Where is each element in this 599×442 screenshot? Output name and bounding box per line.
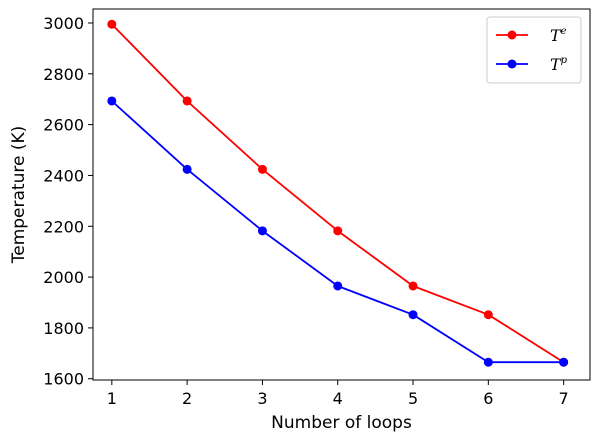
data-point-te: [107, 19, 117, 29]
series-layer: [107, 19, 569, 367]
data-point-te: [182, 96, 192, 106]
legend-item-tp: Tp: [496, 55, 568, 74]
data-point-tp: [333, 281, 343, 291]
data-point-te: [408, 281, 418, 291]
data-point-tp: [483, 357, 493, 367]
legend-item-te: Te: [496, 26, 567, 45]
y-tick-label: 2000: [43, 268, 84, 287]
legend-label-te: Te: [550, 26, 567, 45]
x-tick-label: 1: [107, 389, 117, 408]
y-tick-label: 1600: [43, 370, 84, 389]
y-tick-label: 2200: [43, 217, 84, 236]
legend-label-tp: Tp: [550, 55, 568, 74]
data-point-tp: [107, 96, 117, 106]
data-point-te: [483, 310, 493, 320]
x-tick-label: 5: [408, 389, 418, 408]
x-tick-label: 3: [257, 389, 267, 408]
x-axis-ticks: 1 2 3 4 5 6 7: [107, 380, 569, 408]
y-axis-ticks: 1600 1800 2000 2200 2400 2600 2800 3000: [43, 14, 93, 389]
y-tick-label: 2400: [43, 166, 84, 185]
data-point-tp: [408, 310, 418, 320]
x-tick-label: 6: [483, 389, 493, 408]
x-tick-label: 4: [333, 389, 343, 408]
x-axis-label: Number of loops: [271, 413, 412, 433]
legend: Te Tp: [486, 16, 582, 84]
data-point-te: [333, 226, 343, 236]
data-point-tp: [182, 164, 192, 174]
data-point-tp: [559, 357, 569, 367]
plot-frame: [92, 8, 591, 381]
y-tick-label: 2600: [43, 116, 84, 135]
legend-box: [486, 16, 582, 84]
data-point-te: [257, 164, 267, 174]
data-point-tp: [257, 226, 267, 236]
y-tick-label: 3000: [43, 14, 84, 33]
y-tick-label: 2800: [43, 65, 84, 84]
legend-marker-te: [507, 30, 517, 40]
legend-marker-tp: [507, 59, 517, 69]
x-tick-label: 2: [182, 389, 192, 408]
series-tp: [107, 96, 569, 367]
x-tick-label: 7: [559, 389, 569, 408]
y-tick-label: 1800: [43, 319, 84, 338]
y-axis-label: Temperature (K): [9, 126, 29, 265]
